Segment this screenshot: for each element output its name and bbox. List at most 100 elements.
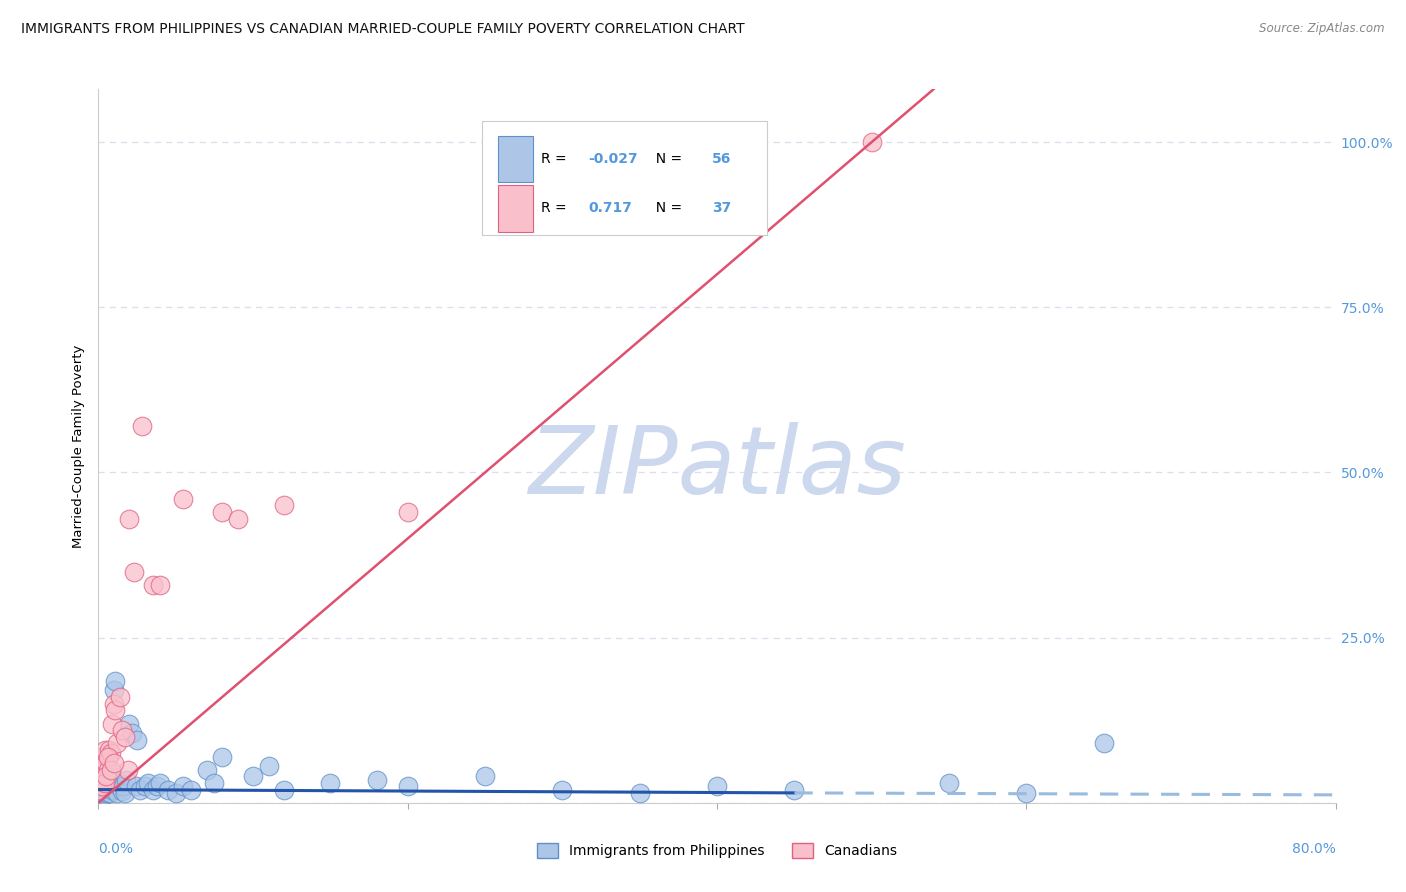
Point	[90, 756, 112, 771]
Point	[93, 743, 115, 757]
Point	[195, 763, 218, 777]
Point	[204, 776, 226, 790]
Point	[112, 779, 135, 793]
FancyBboxPatch shape	[498, 136, 533, 182]
Point	[706, 779, 728, 793]
Point	[127, 733, 149, 747]
Point	[118, 511, 141, 525]
Point	[111, 784, 134, 798]
Text: 80.0%: 80.0%	[1292, 842, 1336, 856]
Point	[114, 786, 136, 800]
Point	[98, 743, 121, 757]
FancyBboxPatch shape	[498, 186, 533, 232]
Point	[131, 419, 153, 434]
Text: N =: N =	[647, 202, 686, 215]
Point	[93, 776, 115, 790]
Point	[101, 716, 124, 731]
Point	[103, 683, 125, 698]
Point	[111, 723, 134, 738]
Point	[173, 491, 195, 506]
Point	[91, 749, 114, 764]
Point	[860, 135, 883, 149]
Point	[91, 786, 114, 800]
Point	[211, 505, 233, 519]
Point	[93, 788, 115, 802]
Point	[226, 511, 249, 525]
Text: R =: R =	[541, 153, 571, 166]
Legend: Immigrants from Philippines, Canadians: Immigrants from Philippines, Canadians	[531, 838, 903, 863]
Point	[783, 782, 806, 797]
Point	[149, 578, 172, 592]
Point	[136, 776, 159, 790]
Point	[89, 782, 111, 797]
Point	[115, 772, 138, 787]
Point	[211, 749, 233, 764]
Point	[97, 786, 120, 800]
Point	[96, 784, 118, 798]
Point	[118, 716, 141, 731]
Point	[1015, 786, 1038, 800]
Point	[105, 736, 128, 750]
Text: 0.717: 0.717	[588, 202, 633, 215]
Point	[96, 756, 118, 771]
Point	[105, 786, 128, 800]
Text: Source: ZipAtlas.com: Source: ZipAtlas.com	[1260, 22, 1385, 36]
Point	[157, 782, 180, 797]
Point	[938, 776, 960, 790]
Point	[90, 784, 112, 798]
Point	[93, 776, 115, 790]
Point	[90, 766, 112, 780]
Point	[273, 499, 295, 513]
Point	[89, 772, 111, 787]
Point	[94, 786, 117, 800]
Point	[474, 769, 496, 783]
Point	[257, 759, 280, 773]
Point	[180, 782, 202, 797]
Point	[104, 703, 127, 717]
Point	[103, 756, 125, 771]
Text: 56: 56	[711, 153, 731, 166]
Point	[93, 782, 115, 797]
Point	[98, 786, 121, 800]
Point	[104, 673, 127, 688]
Point	[89, 786, 111, 800]
Point	[101, 782, 124, 797]
Point	[100, 763, 122, 777]
Point	[242, 769, 264, 783]
Point	[146, 779, 169, 793]
Point	[98, 777, 121, 791]
Point	[96, 781, 118, 796]
Text: ZIPatlas: ZIPatlas	[529, 422, 905, 513]
Point	[173, 779, 195, 793]
Point	[108, 776, 131, 790]
Point	[165, 786, 187, 800]
Point	[103, 697, 125, 711]
Point	[551, 782, 574, 797]
Text: 37: 37	[711, 202, 731, 215]
Text: 0.0%: 0.0%	[98, 842, 134, 856]
Text: N =: N =	[647, 153, 686, 166]
Point	[96, 769, 118, 783]
Point	[142, 782, 165, 797]
Point	[396, 779, 419, 793]
Point	[121, 726, 143, 740]
FancyBboxPatch shape	[482, 121, 766, 235]
Point	[108, 690, 131, 704]
Point	[366, 772, 388, 787]
Point	[90, 782, 112, 797]
Point	[117, 763, 139, 777]
Point	[97, 763, 120, 777]
Point	[149, 776, 172, 790]
Point	[91, 763, 114, 777]
Point	[90, 779, 112, 793]
Point	[124, 779, 146, 793]
Point	[142, 578, 165, 592]
Point	[114, 730, 136, 744]
Point	[100, 746, 122, 760]
Point	[97, 749, 120, 764]
Point	[134, 779, 156, 793]
Point	[628, 786, 651, 800]
Point	[273, 782, 295, 797]
Point	[122, 565, 145, 579]
Text: IMMIGRANTS FROM PHILIPPINES VS CANADIAN MARRIED-COUPLE FAMILY POVERTY CORRELATIO: IMMIGRANTS FROM PHILIPPINES VS CANADIAN …	[21, 22, 745, 37]
